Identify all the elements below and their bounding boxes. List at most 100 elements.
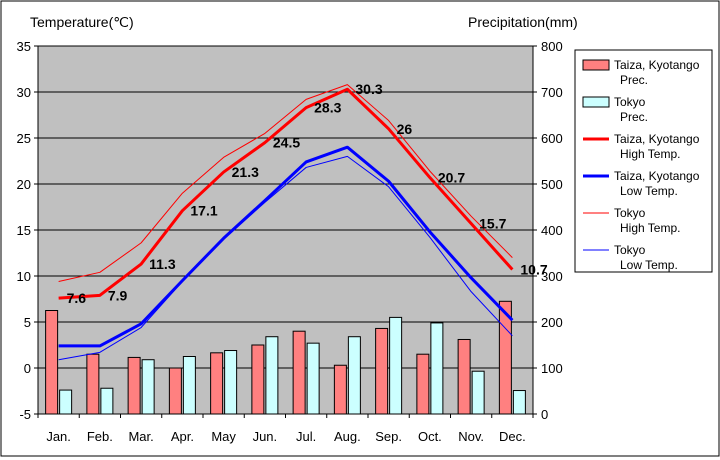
high-temp-data-label: 11.3 [149,256,176,272]
high-temp-data-label: 20.7 [438,170,465,186]
left-axis-title: Temperature(℃) [30,14,134,30]
taiza-precip-bar [210,352,224,415]
high-temp-data-label: 7.6 [67,290,87,306]
month-label: Apr. [171,429,194,444]
tokyo-precip-bar [100,387,114,415]
left-tick-label: 10 [17,269,31,284]
legend-label-line2: High Temp. [620,221,680,235]
month-label: Nov. [458,429,484,444]
legend-label-line1: Tokyo [614,206,646,220]
high-temp-data-label: 15.7 [479,216,506,232]
right-tick-label: 0 [541,407,548,422]
taiza-precip-bar [416,353,430,415]
month-label: Aug. [334,429,361,444]
high-temp-data-label: 21.3 [232,164,259,180]
taiza-precip-bar [375,327,389,415]
legend-label-line1: Tokyo [614,243,646,257]
right-tick-label: 700 [541,85,563,100]
tokyo-precip-bar [430,322,444,415]
high-temp-data-label: 28.3 [314,100,341,116]
left-tick-label: 15 [17,223,31,238]
month-label: Sep. [375,429,402,444]
tokyo-precip-bar [347,336,361,415]
tokyo-precip-bar [182,356,196,415]
tokyo-precip-bar [141,359,155,415]
month-label: Dec. [499,429,526,444]
tokyo-precip-bar [389,316,403,415]
tokyo-high-temp-line [58,84,513,283]
legend-label-line2: Low Temp. [620,184,678,198]
month-label: May [211,429,236,444]
legend-label-line2: Low Temp. [620,258,678,272]
right-tick-label: 600 [541,131,563,146]
left-tick-label: 25 [17,131,31,146]
precipitation-bars [45,300,526,415]
month-label: Oct. [418,429,442,444]
legend-label-line2: Prec. [620,110,648,124]
high-temp-data-label: 30.3 [355,81,382,97]
taiza-low-temp-line [58,145,514,348]
tokyo-precip-bar [59,389,73,415]
high-temp-data-label: 24.5 [273,135,300,151]
month-label: Mar. [128,429,153,444]
high-temp-data-label: 7.9 [108,287,128,303]
tokyo-precip-bar [265,336,279,415]
month-label: Jun. [253,429,278,444]
left-tick-label: 0 [24,361,31,376]
tokyo-precip-bar [471,370,485,415]
tokyo-precip-bar [512,390,526,415]
legend-box [574,49,713,273]
taiza-precip-bar [333,364,347,415]
taiza-precip-bar [292,330,306,415]
left-tick-label: -5 [19,407,31,422]
legend-label-line1: Tokyo [614,95,646,109]
month-label: Jan. [46,429,71,444]
legend-label-line1: Taiza, Kyotango [614,58,700,72]
legend-label-line2: Prec. [620,73,648,87]
taiza-precip-bar [86,353,100,415]
legend-label-line2: High Temp. [620,147,680,161]
axes: 35 30 25 20 15 10 5 0 -5 800 700 600 500 400 300 200 100… [17,39,563,444]
legend-label-line1: Taiza, Kyotango [614,169,700,183]
taiza-precip-bar [127,356,141,415]
high-temp-data-label: 10.7 [520,262,547,278]
tokyo-precip-bar [306,342,320,415]
legend-swatch [582,96,610,108]
taiza-high-temp-line [58,87,514,300]
right-tick-label: 800 [541,39,563,54]
data-labels: 7.6 7.9 11.3 17.1 21.3 24.5 28.3 30.3 26 20.7 15.7… [67,81,548,306]
right-tick-label: 300 [541,269,563,284]
taiza-precip-bar [168,367,182,415]
legend-label-line1: Taiza, Kyotango [614,132,700,146]
left-tick-label: 35 [17,39,31,54]
temperature-lines [58,84,514,361]
right-tick-label: 500 [541,177,563,192]
left-tick-label: 20 [17,177,31,192]
right-tick-label: 200 [541,315,563,330]
tokyo-precip-bar [224,350,238,415]
taiza-precip-bar [251,344,265,415]
left-tick-label: 5 [24,315,31,330]
month-label: Jul. [296,429,316,444]
right-tick-label: 100 [541,361,563,376]
taiza-precip-bar [45,310,59,415]
tokyo-low-temp-line [58,155,513,361]
taiza-precip-bar [457,338,471,415]
gridlines [38,45,533,415]
right-axis-title: Precipitation(mm) [468,14,578,30]
high-temp-data-label: 26 [397,121,413,137]
left-tick-label: 30 [17,85,31,100]
legend-swatch [582,59,610,71]
right-tick-label: 400 [541,223,563,238]
high-temp-data-label: 17.1 [190,203,217,219]
month-label: Feb. [87,429,113,444]
